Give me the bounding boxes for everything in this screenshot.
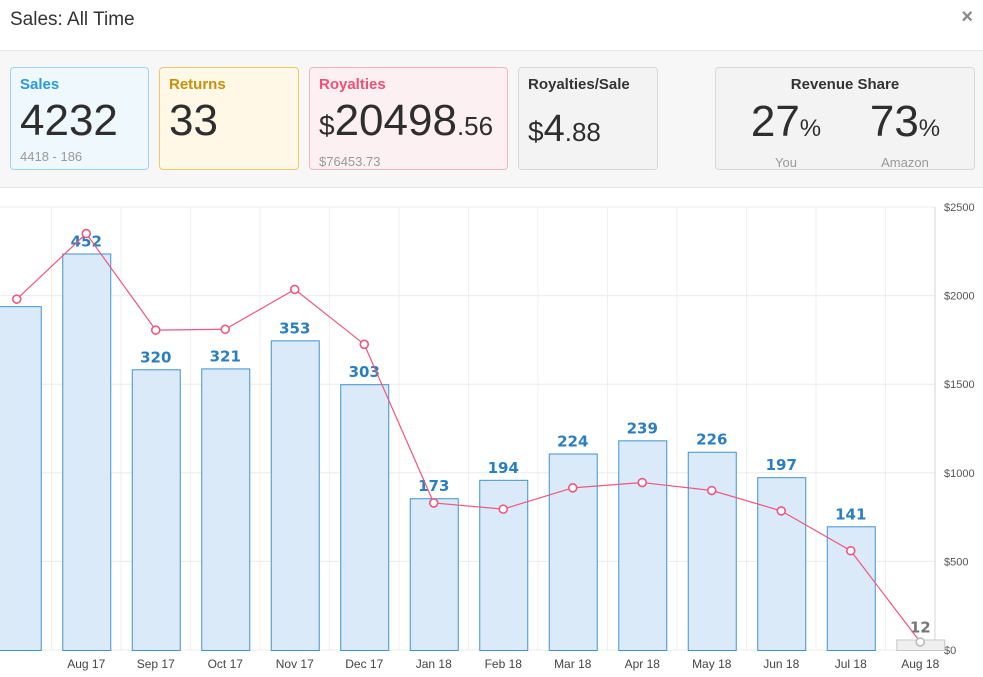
royalties-value: $20498.56 [319,99,498,148]
x-axis-tick-label: Mar 18 [554,657,592,671]
royalties-label: Royalties [319,76,498,93]
share-amazon-value: 73% [850,100,960,151]
bar-data-label: 197 [766,456,797,474]
sales-value: 4232 [20,99,139,143]
bar-data-label: 239 [627,419,658,437]
sales-bar [827,527,875,651]
x-axis-tick-label: Nov 17 [276,657,314,671]
x-axis-tick-label: Aug 17 [67,657,105,671]
sales-breakdown: 4418 - 186 [20,149,139,164]
bar-data-label: 224 [557,433,588,451]
royalties-point [499,505,507,513]
rps-cents: .88 [565,117,601,147]
bar-data-label: 353 [279,319,310,337]
royalties-currency: $ [319,110,335,141]
share-you: 27% You [731,100,841,170]
sales-bar [410,499,458,651]
royalties-whole: 20498 [335,96,457,145]
sales-bar [63,254,111,651]
royalties-point [152,326,160,334]
sales-bar [0,307,41,651]
modal-title: Sales: All Time [10,9,135,31]
bar-data-label: 194 [488,459,519,477]
royalties-point [916,638,924,646]
bar-data-label: 12 [910,618,931,636]
share-amazon-pct: % [919,115,940,142]
sales-bar [619,441,667,651]
sales-bar [688,452,736,650]
sales-bar [341,385,389,651]
stats-panel: Sales 4232 4418 - 186 Returns 33 Royalti… [0,51,983,188]
x-axis-tick-label: Dec 17 [345,657,383,671]
royalties-per-sale-label: Royalties/Sale [528,76,648,93]
sales-label: Sales [20,76,139,93]
share-amazon: 73% Amazon [850,100,960,170]
rps-whole: 4 [544,108,565,150]
returns-value: 33 [169,99,289,143]
share-amazon-label: Amazon [850,155,960,170]
x-axis-tick-label: Feb 18 [485,657,523,671]
royalties-per-sale-value: $4.88 [528,105,648,154]
bar-data-label: 141 [835,505,866,523]
x-axis-tick-label: Jan 18 [416,657,452,671]
x-axis-tick-label: Jul 18 [835,657,867,671]
share-you-label: You [731,155,841,170]
share-you-pct: % [800,115,821,142]
x-axis-tick-label: Aug 18 [901,657,939,671]
share-amazon-number: 73 [870,97,919,146]
sales-bar [758,478,806,651]
x-axis-tick-label: Jun 18 [763,657,799,671]
revenue-share-label: Revenue Share [725,76,965,93]
royalties-cents: .56 [457,111,493,141]
share-you-value: 27% [731,100,841,151]
bar-data-label: 321 [210,347,241,365]
royalties-point [708,487,716,495]
royalties-point [638,479,646,487]
royalties-point [777,507,785,515]
sales-bar [271,341,319,651]
sales-bar [202,369,250,651]
bar-data-label: 226 [696,431,727,449]
y-axis-tick-label: $1000 [944,468,975,480]
close-icon[interactable]: × [961,6,973,29]
y-axis-tick-label: $2500 [944,202,975,214]
y-axis-tick-label: $2000 [944,291,975,303]
x-axis-tick-label: Apr 18 [625,657,661,671]
sales-bar [132,370,180,651]
royalties-point [847,547,855,555]
royalties-point [291,285,299,293]
royalties-card: Royalties $20498.56 $76453.73 [309,67,508,170]
y-axis-tick-label: $1500 [944,379,975,391]
rps-currency: $ [528,116,544,147]
royalties-point [569,484,577,492]
royalties-point [360,340,368,348]
sales-card: Sales 4232 4418 - 186 [10,67,149,170]
modal-header: Sales: All Time × [0,0,983,51]
bar-data-label: 173 [418,477,449,495]
royalties-point [82,230,90,238]
x-axis-tick-label: Sep 17 [137,657,175,671]
royalties-total: $76453.73 [319,154,498,169]
returns-card: Returns 33 [159,67,299,170]
share-you-number: 27 [751,97,800,146]
royalties-point [430,499,438,507]
y-axis-tick-label: $0 [944,645,956,657]
x-axis-tick-label: May 18 [692,657,732,671]
royalties-point [221,325,229,333]
revenue-share-card: Revenue Share 27% You 73% Amazon [715,67,975,170]
returns-label: Returns [169,76,289,93]
bar-data-label: 320 [140,348,171,366]
royalties-point [13,295,21,303]
y-axis-tick-label: $500 [944,556,968,568]
x-axis-tick-label: Oct 17 [208,657,244,671]
royalties-per-sale-card: Royalties/Sale $4.88 [518,67,658,170]
bar-data-label: 303 [349,363,380,381]
